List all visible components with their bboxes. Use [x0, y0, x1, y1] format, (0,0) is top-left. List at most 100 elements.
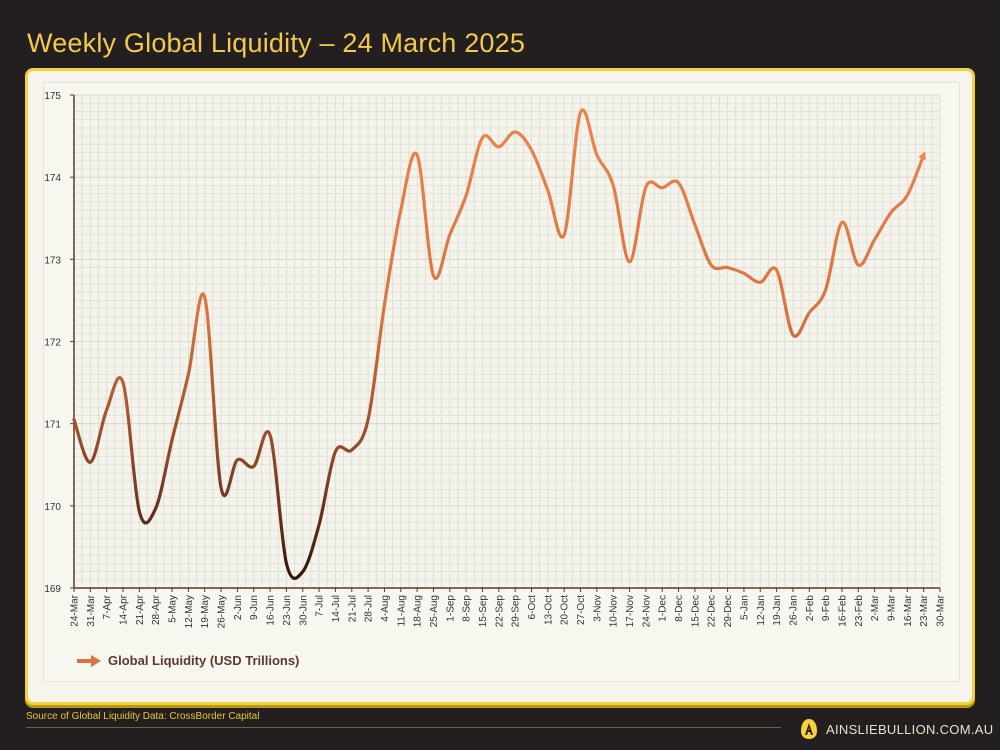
x-tick-label: 28-Apr [151, 594, 162, 625]
x-tick-label: 21-Apr [135, 594, 146, 625]
data-point [546, 189, 549, 192]
brand-url[interactable]: AINSLIEBULLION.COM.AU [826, 721, 994, 737]
series-global-liquidity [72, 108, 926, 581]
data-point [138, 510, 141, 513]
x-tick-label: 27-Oct [576, 595, 587, 625]
data-point [889, 211, 892, 214]
y-tick-label: 172 [44, 338, 61, 349]
data-point [808, 311, 811, 314]
data-point [661, 186, 664, 189]
x-tick-label: 30-Mar [936, 594, 947, 626]
brand[interactable]: AINSLIEBULLION.COM.AU [800, 718, 993, 740]
x-tick-label: 12-Jan [756, 595, 767, 626]
data-point [399, 208, 402, 211]
data-point [350, 448, 353, 451]
x-tick-label: 26-Jan [788, 595, 799, 626]
data-point [759, 281, 762, 284]
x-tick-label: 2-Jun [233, 595, 244, 620]
x-tick-label: 29-Dec [723, 595, 734, 627]
data-point [416, 153, 419, 156]
x-tick-label: 2-Feb [805, 595, 816, 622]
data-point [840, 221, 843, 224]
y-tick-label: 170 [44, 502, 61, 513]
x-tick-label: 30-Jun [298, 595, 309, 626]
x-tick-label: 24-Nov [641, 595, 652, 627]
legend-arrow-icon [77, 654, 101, 667]
data-point [922, 153, 925, 156]
data-point [121, 381, 124, 384]
x-tick-label: 13-Oct [543, 595, 554, 625]
x-tick-label: 31-Mar [86, 594, 97, 626]
y-tick-label: 171 [44, 420, 61, 431]
x-tick-label: 17-Nov [625, 595, 636, 627]
x-tick-label: 2-Mar [870, 594, 881, 621]
x-tick-label: 21-Jul [347, 595, 358, 622]
x-tick-label: 18-Aug [413, 595, 424, 627]
legend: Global Liquidity (USD Trillions) [76, 653, 299, 668]
x-tick-label: 19-May [200, 595, 211, 628]
x-tick-label: 23-Jun [282, 595, 293, 626]
x-tick-label: 16-Jun [266, 595, 277, 626]
data-point [219, 486, 222, 489]
data-point [693, 223, 696, 226]
data-point [203, 296, 206, 299]
x-tick-label: 5-May [168, 595, 179, 623]
data-point [285, 562, 288, 565]
data-point [170, 439, 173, 442]
data-point [72, 418, 75, 421]
y-tick-label: 169 [44, 584, 61, 595]
x-tick-label: 12-May [184, 595, 195, 628]
data-point [873, 238, 876, 241]
data-point [301, 570, 304, 573]
data-point [268, 434, 271, 437]
x-tick-label: 9-Jun [249, 595, 260, 620]
data-point [481, 136, 484, 139]
x-tick-label: 16-Mar [903, 594, 914, 626]
data-point [742, 272, 745, 275]
x-tick-label: 14-Apr [119, 594, 130, 625]
x-tick-label: 10-Nov [609, 595, 620, 627]
x-tick-label: 15-Sep [478, 595, 489, 628]
grid [73, 94, 941, 589]
data-point [334, 450, 337, 453]
x-tick-label: 9-Feb [821, 595, 832, 622]
x-tick-label: 23-Mar [919, 594, 930, 626]
x-tick-label: 20-Oct [560, 595, 571, 625]
x-tick-label: 23-Feb [854, 595, 865, 627]
source-note: Source of Global Liquidity Data: CrossBo… [26, 711, 260, 722]
x-tick-label: 26-May [217, 595, 228, 628]
data-point [628, 260, 631, 263]
data-point [154, 507, 157, 510]
data-point [824, 288, 827, 291]
x-tick-label: 28-Jul [364, 595, 375, 622]
data-point [563, 233, 566, 236]
data-point [677, 181, 680, 184]
data-point [432, 274, 435, 277]
x-tick-label: 25-Aug [429, 595, 440, 627]
series-line [72, 108, 926, 581]
data-point [710, 263, 713, 266]
x-tick-label: 24-Mar [70, 594, 81, 626]
data-point [612, 184, 615, 187]
y-tick-label: 174 [44, 173, 61, 184]
data-point [252, 465, 255, 468]
data-point [448, 233, 451, 236]
y-tick-label: 173 [44, 255, 61, 266]
data-point [465, 194, 468, 197]
page-title: Weekly Global Liquidity – 24 March 2025 [27, 28, 526, 58]
data-point [579, 111, 582, 114]
data-point [791, 333, 794, 336]
x-tick-label: 22-Dec [707, 595, 718, 627]
data-point [726, 266, 729, 269]
x-tick-label: 16-Feb [837, 595, 848, 627]
data-point [317, 523, 320, 526]
data-point [530, 148, 533, 151]
data-point [89, 461, 92, 464]
x-tick-label: 6-Oct [527, 595, 538, 620]
data-point [497, 145, 500, 148]
data-point [236, 458, 239, 461]
x-tick-label: 22-Sep [494, 595, 505, 628]
legend-label: Global Liquidity (USD Trillions) [108, 653, 300, 668]
ainslie-logo-icon [801, 719, 817, 739]
